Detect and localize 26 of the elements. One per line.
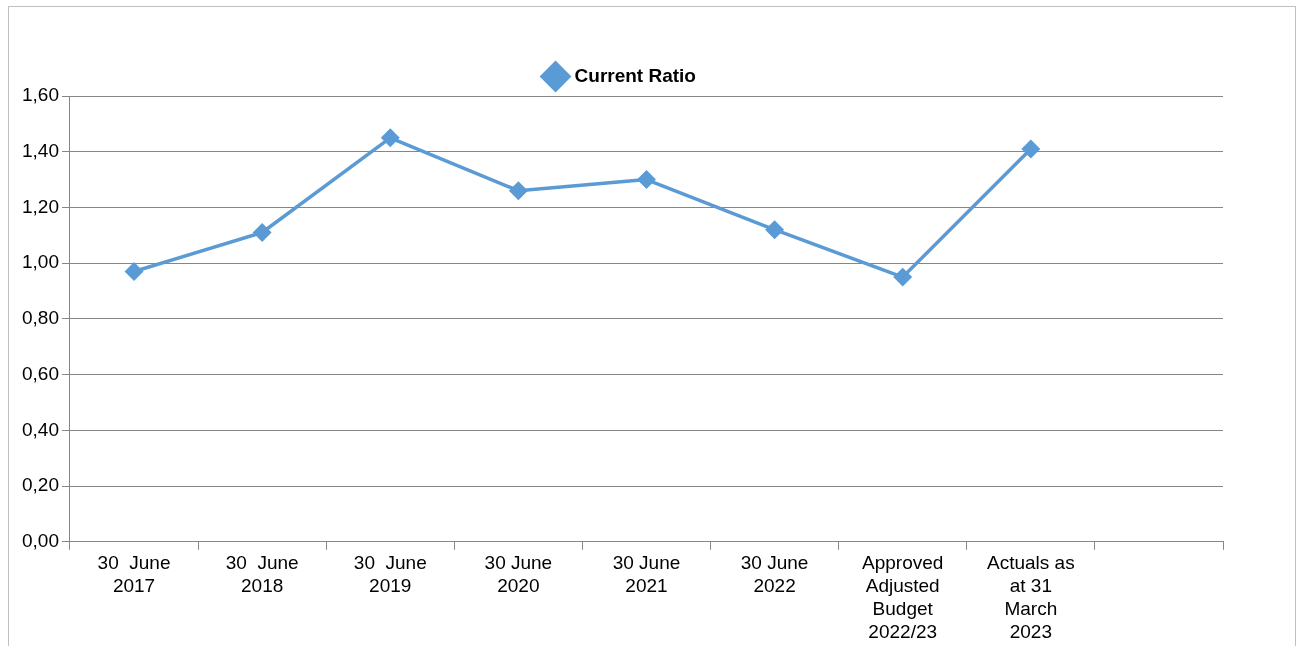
point: [509, 181, 528, 200]
x-tick-label: 30 June 2018: [225, 552, 299, 597]
point: [765, 220, 784, 239]
legend-label: Current Ratio: [574, 64, 696, 86]
point: [893, 268, 912, 286]
y-tick-label: 0,20: [22, 474, 59, 496]
y-tick-label: 0,80: [22, 307, 59, 329]
x-tick-label: 30 June 2017: [97, 552, 171, 597]
x-tick-label: 30 June 2021: [612, 552, 681, 597]
x-tick-label: 30 June 2020: [484, 552, 553, 597]
x-tick-label: Approved Adjusted Budget 2022/23: [862, 552, 944, 642]
point: [125, 262, 143, 281]
x-tick-label: 30 June 2022: [740, 552, 809, 597]
point: [253, 223, 271, 242]
point: [381, 129, 400, 147]
x-tick-label: 30 June 2019: [353, 552, 427, 597]
y-tick-label: 0,00: [22, 530, 59, 552]
y-tick-label: 1,00: [22, 251, 59, 273]
y-tick-label: 1,20: [22, 195, 59, 217]
x-tick-label: Actuals as at 31 March 2023: [987, 552, 1075, 642]
point: [1022, 140, 1040, 158]
y-tick-label: 1,60: [22, 84, 59, 106]
y-tick-label: 1,40: [22, 139, 59, 161]
point: [637, 170, 656, 189]
y-tick-label: 0,60: [22, 362, 59, 384]
y-tick-label: 0,40: [22, 418, 59, 440]
